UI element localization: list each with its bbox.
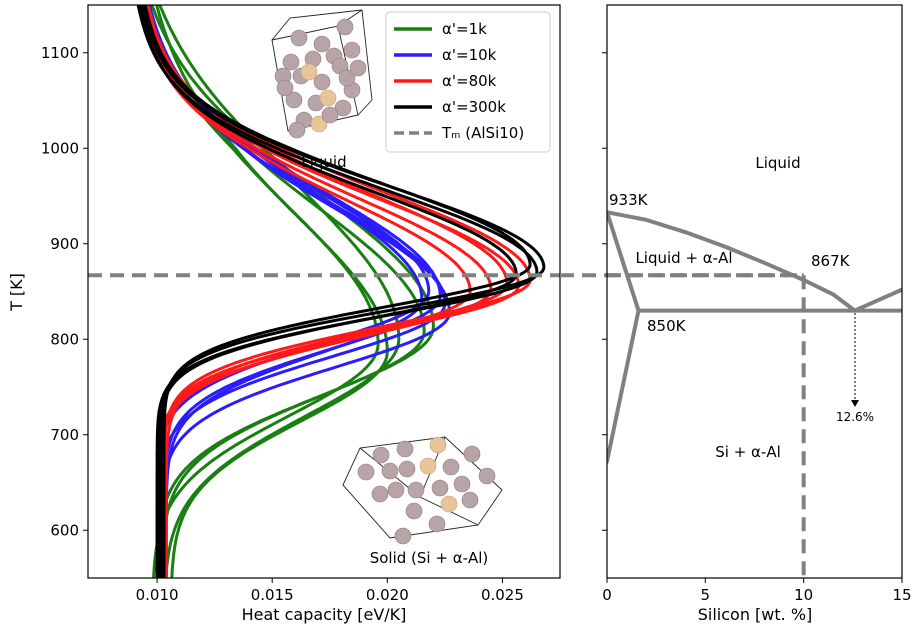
aluminum-atom	[405, 502, 423, 520]
left-y-axis-label: T [K]	[7, 273, 26, 312]
heat-capacity-curve	[150, 5, 435, 578]
aluminum-atom	[334, 99, 352, 117]
solid-structure-inset: Solid (Si + α-Al)	[342, 436, 503, 567]
aluminum-atom	[371, 485, 389, 503]
legend-label: α'=300k	[442, 98, 506, 116]
eutectic-arrow-head	[851, 400, 859, 407]
aluminum-atom	[381, 462, 399, 480]
left-y-tick-label: 900	[50, 235, 79, 253]
silicon-atom	[319, 89, 337, 107]
solid-atoms	[357, 436, 496, 545]
aluminum-atom	[387, 481, 405, 499]
legend-label: α'=10k	[442, 46, 497, 64]
left-curves	[136, 5, 546, 578]
liquidus-line	[607, 210, 857, 313]
aluminum-atom	[396, 440, 414, 458]
left-x-ticks: 0.010 0.015 0.020 0.025	[136, 578, 524, 604]
heat-capacity-curve	[143, 5, 532, 578]
left-x-axis-label: Heat capacity [eV/K]	[242, 605, 407, 624]
left-y-tick-label: 1100	[41, 44, 79, 62]
aluminum-atom	[338, 69, 356, 87]
aluminum-atom	[313, 73, 331, 91]
silicon-atom	[440, 495, 458, 513]
solid-inset-label: Solid (Si + α-Al)	[370, 549, 489, 567]
liquid-inset-label: Liquid	[301, 153, 346, 171]
aluminum-atom	[290, 29, 308, 47]
left-x-tick-label: 0.020	[366, 586, 409, 604]
aluminum-atom	[288, 121, 306, 139]
left-plot-frame	[87, 4, 561, 579]
heat-capacity-curve	[158, 5, 401, 578]
heat-capacity-curve	[138, 5, 518, 578]
legend-label: α'=1k	[442, 20, 487, 38]
aluminum-atom	[398, 460, 416, 478]
right-chart: 0 5 10 15 Silicon [wt. %] Liquid Liquid + α…	[602, 4, 912, 624]
aluminum-atom	[463, 445, 481, 463]
legend-box	[385, 11, 551, 153]
temperature-label-933k: 933K	[609, 191, 649, 209]
aluminum-atom	[343, 41, 361, 59]
aluminum-atom	[336, 18, 354, 36]
silicon-atom	[429, 436, 447, 454]
right-x-axis-label: Silicon [wt. %]	[698, 605, 813, 624]
aluminum-atom	[394, 527, 412, 545]
aluminum-atom	[478, 467, 496, 485]
aluminum-atom	[442, 458, 460, 476]
phase-diagram-lines	[607, 210, 902, 578]
left-x-tick-label: 0.015	[251, 586, 294, 604]
left-y-tick-label: 1000	[41, 139, 79, 157]
left-y-tick-label: 700	[50, 426, 79, 444]
aluminum-atom	[407, 481, 425, 499]
temperature-label-850k: 850K	[647, 317, 687, 335]
aluminum-atom	[313, 35, 331, 53]
right-x-tick-label: 0	[602, 586, 612, 604]
aluminum-atom	[285, 91, 303, 109]
solidus-line	[607, 210, 641, 313]
phase-label-liquid: Liquid	[755, 154, 800, 172]
phase-label-liquid-al: Liquid + α-Al	[635, 249, 732, 267]
aluminum-atom	[282, 53, 300, 71]
aluminum-atom	[461, 491, 479, 509]
right-x-tick-label: 10	[794, 586, 813, 604]
aluminum-atom	[428, 515, 446, 533]
right-x-ticks: 0 5 10 15	[602, 578, 912, 604]
aluminum-atom	[372, 446, 390, 464]
left-y-tick-label: 800	[50, 330, 79, 348]
silicon-atom	[300, 63, 318, 81]
legend: α'=1k α'=10k α'=80k α'=300k Tₘ (AlSi10)	[385, 11, 551, 153]
silicon-atom	[310, 115, 328, 133]
left-chart: 0.010 0.015 0.020 0.025 600 700 800 900 1000 110…	[7, 4, 561, 624]
right-x-tick-label: 5	[701, 586, 711, 604]
aluminum-atom	[453, 475, 471, 493]
left-x-tick-label: 0.025	[481, 586, 524, 604]
liquid-atoms	[274, 18, 367, 139]
left-x-tick-label: 0.010	[136, 586, 179, 604]
eutectic-composition-label: 12.6%	[836, 410, 874, 424]
left-y-tick-label: 600	[50, 521, 79, 539]
aluminum-atom	[276, 79, 294, 97]
aluminum-atom	[357, 463, 375, 481]
liquid-structure-inset: Liquid	[271, 9, 373, 171]
aluminum-atom	[349, 59, 367, 77]
legend-label: α'=80k	[442, 72, 497, 90]
silicon-atom	[419, 457, 437, 475]
right-x-tick-label: 15	[892, 586, 911, 604]
right-y-ticks	[602, 52, 607, 531]
left-y-ticks: 600 700 800 900 1000 1100	[41, 44, 88, 539]
phase-label-solid: Si + α-Al	[715, 443, 781, 461]
aluminum-atom	[431, 479, 449, 497]
liquidus-line-si	[852, 287, 902, 313]
solvus-line	[607, 308, 641, 464]
legend-label: Tₘ (AlSi10)	[441, 124, 524, 142]
right-plot-frame	[606, 4, 903, 579]
temperature-label-867k: 867K	[811, 252, 851, 270]
aluminum-atom	[321, 106, 339, 124]
